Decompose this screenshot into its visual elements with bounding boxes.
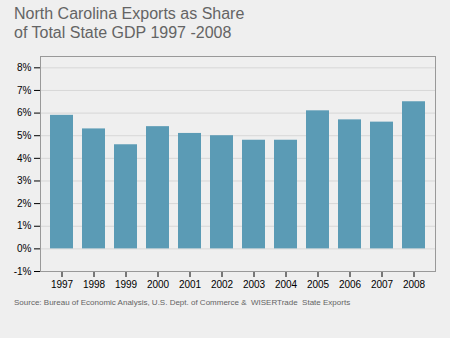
svg-text:2000: 2000: [147, 279, 170, 290]
svg-text:1998: 1998: [83, 279, 106, 290]
svg-text:3%: 3%: [17, 175, 32, 186]
svg-text:2003: 2003: [243, 279, 266, 290]
svg-text:1997: 1997: [51, 279, 74, 290]
svg-text:2001: 2001: [179, 279, 202, 290]
svg-text:2002: 2002: [211, 279, 234, 290]
svg-text:0%: 0%: [17, 243, 32, 254]
svg-text:5%: 5%: [17, 130, 32, 141]
svg-text:8%: 8%: [17, 62, 32, 73]
html-text:North Carolina Exports as Shar: North Carolina Exports as Share of Total…: [14, 5, 245, 41]
svg-text:2004: 2004: [275, 279, 298, 290]
svg-text:4%: 4%: [17, 153, 32, 164]
svg-text:2%: 2%: [17, 198, 32, 209]
svg-text:7%: 7%: [17, 85, 32, 96]
svg-text:1999: 1999: [115, 279, 138, 290]
html-text:Source: Bureau of Economic Ana: Source: Bureau of Economic Analysis, U.S…: [14, 298, 351, 307]
svg-text:1%: 1%: [17, 220, 32, 231]
svg-text:6%: 6%: [17, 107, 32, 118]
svg-text:2005: 2005: [307, 279, 330, 290]
svg-text:2007: 2007: [371, 279, 394, 290]
svg-text:-1%: -1%: [14, 266, 32, 277]
svg-text:2006: 2006: [339, 279, 362, 290]
svg-text:2008: 2008: [403, 279, 426, 290]
